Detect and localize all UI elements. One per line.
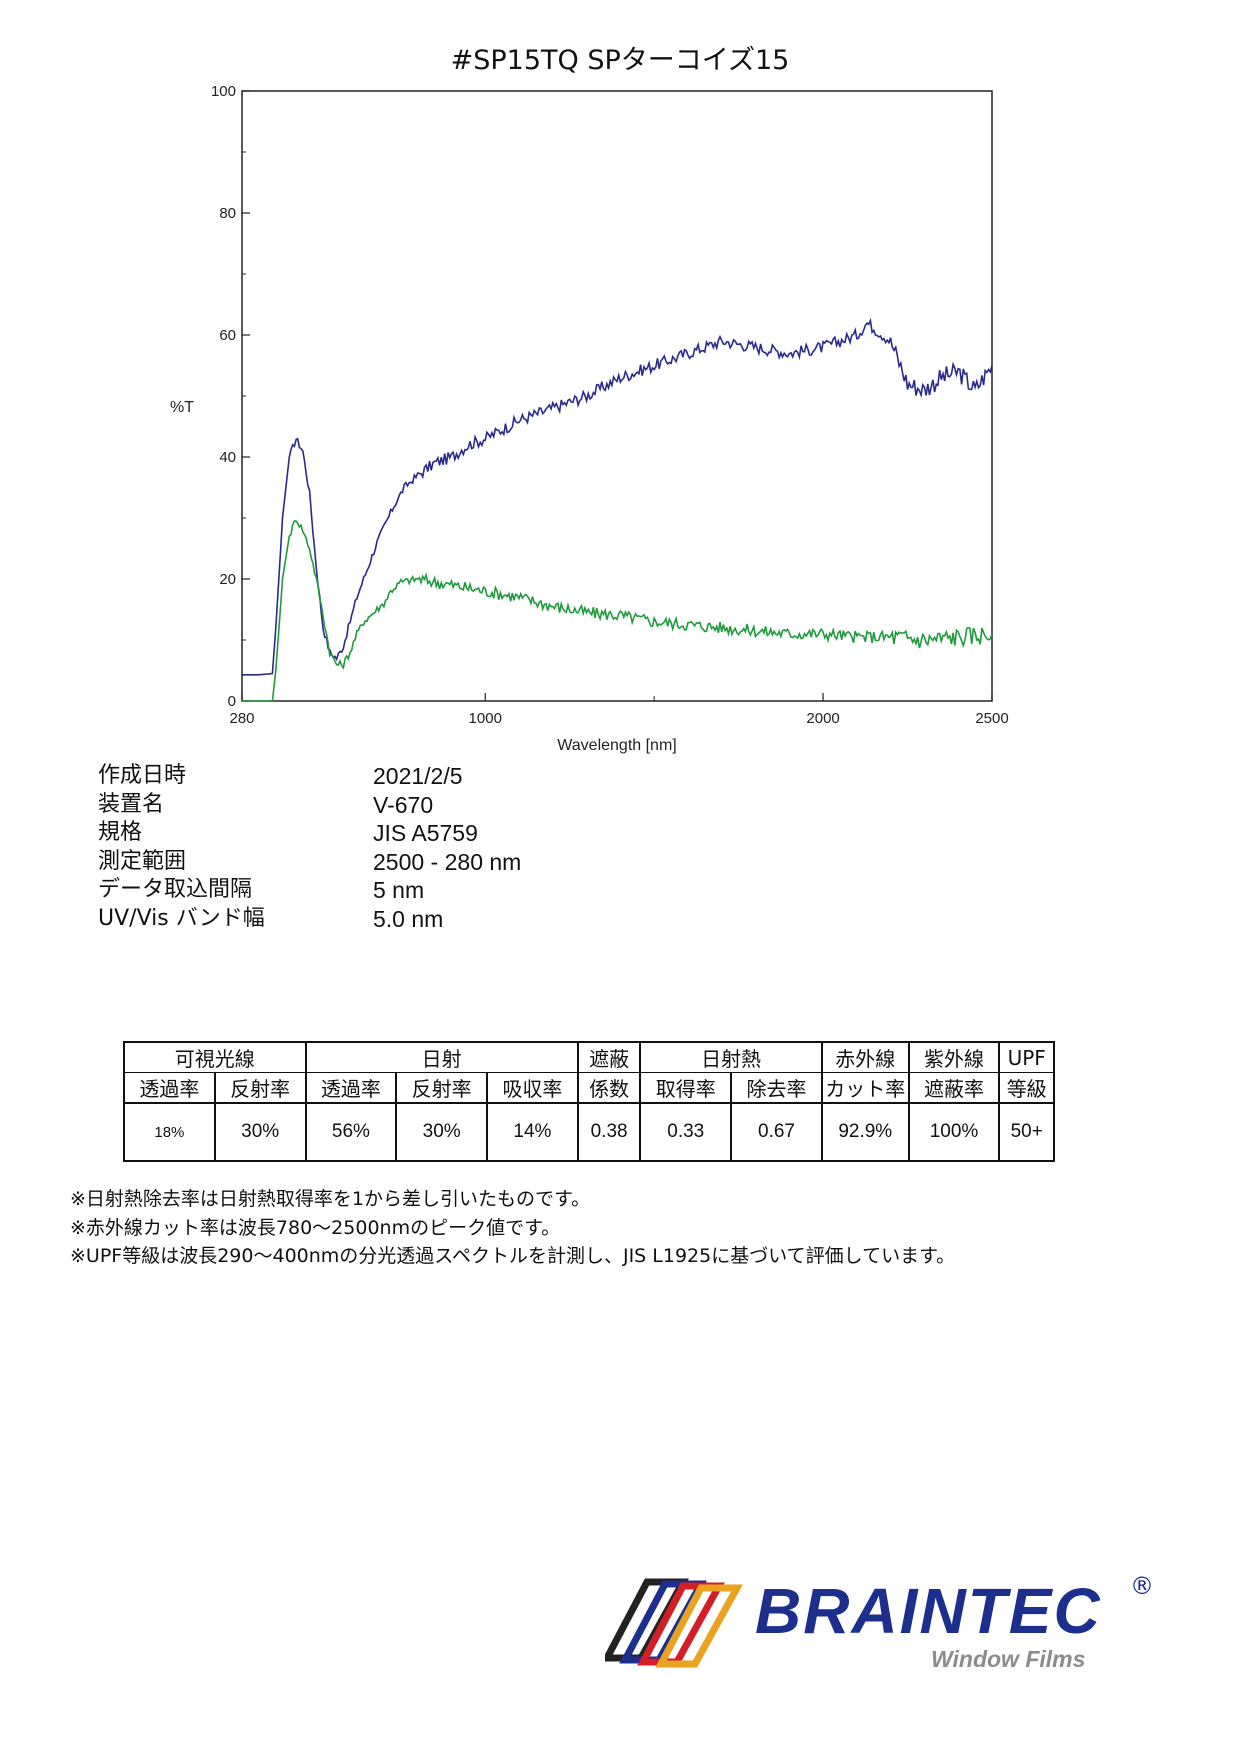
braintec-logo: BRAINTEC ® Window Films [605, 1572, 1165, 1682]
footnotes: ※日射熱除去率は日射熱取得率を1から差し引いたものです。 ※赤外線カット率は波長… [70, 1185, 955, 1271]
y-tick-label: 20 [219, 571, 236, 588]
x-tick-label: 2500 [975, 710, 1008, 727]
series-line-green [242, 520, 993, 702]
sub-header: 吸収率 [486, 1072, 579, 1104]
group-solar: 日射 [304, 1041, 579, 1073]
value-cell: 30% [395, 1102, 489, 1162]
x-axis: 280 1000 2000 2500 [229, 693, 1009, 727]
logo-stripe [655, 1584, 743, 1668]
logo-brand: BRAINTEC [755, 1575, 1102, 1647]
sub-header: 除去率 [730, 1072, 823, 1104]
x-tick-label: 2000 [806, 710, 839, 727]
performance-table: 可視光線 日射 遮蔽 日射熱 赤外線 紫外線 UPF 透過率 反射率 透過率 反… [123, 1041, 1055, 1162]
plot-frame [241, 90, 993, 702]
value-cell: 0.33 [639, 1102, 733, 1162]
y-axis: 0 20 40 60 80 100 [211, 83, 250, 710]
value-cell: 50+ [998, 1102, 1055, 1162]
sub-header: 等級 [998, 1072, 1055, 1104]
info-value: 2021/2/5 [373, 763, 463, 789]
group-ultraviolet: 紫外線 [907, 1041, 1001, 1073]
info-key: 測定範囲 [98, 848, 187, 874]
series-group [242, 317, 993, 702]
registered-mark: ® [1130, 1572, 1154, 1600]
y-tick-label: 60 [219, 327, 236, 344]
info-value: V-670 [373, 791, 434, 818]
logo-tagline: Window Films [931, 1646, 1086, 1672]
sub-header: 係数 [576, 1072, 642, 1104]
x-tick-label: 1000 [469, 710, 502, 727]
sub-header: 透過率 [304, 1072, 398, 1104]
table-sub-row: 透過率 反射率 透過率 反射率 吸収率 係数 取得率 除去率 カット率 遮蔽率 … [123, 1072, 1055, 1104]
info-value: 2500 - 280 nm [373, 848, 522, 875]
logo-emblem-icon [605, 1578, 743, 1668]
group-shading: 遮蔽 [576, 1041, 642, 1073]
info-key: UV/Vis バンド幅 [98, 905, 265, 931]
chart-title: #SP15TQ SPターコイズ15 [450, 45, 790, 76]
info-value: JIS A5759 [373, 820, 478, 846]
info-key: 規格 [98, 820, 143, 845]
info-value: 5 nm [373, 877, 425, 903]
y-axis-label: %T [170, 399, 194, 416]
y-tick-label: 80 [219, 205, 236, 222]
value-cell: 56% [304, 1102, 398, 1162]
sub-header: 遮蔽率 [907, 1072, 1001, 1104]
sub-header: 反射率 [213, 1072, 307, 1104]
group-visible-light: 可視光線 [123, 1041, 307, 1073]
footnote: ※UPF等級は波長290～400nmの分光透過スペクトルを計測し、JIS L19… [70, 1245, 956, 1267]
info-key: 作成日時 [98, 763, 187, 788]
series-line-blue [242, 317, 993, 676]
value-cell: 30% [213, 1102, 307, 1162]
group-infrared: 赤外線 [820, 1041, 910, 1073]
x-axis-label: Wavelength [nm] [557, 737, 676, 754]
footnote: ※日射熱除去率は日射熱取得率を1から差し引いたものです。 [70, 1188, 591, 1210]
y-tick-label: 40 [219, 449, 236, 466]
info-key: 装置名 [98, 791, 165, 817]
spectrum-chart: 0 20 40 60 80 100 280 1000 2000 2500 %T Waveleng… [170, 83, 1009, 754]
group-upf: UPF [998, 1041, 1055, 1073]
value-cell: 0.38 [576, 1102, 642, 1162]
value-cell: 14% [486, 1102, 579, 1162]
footnote: ※赤外線カット率は波長780～2500nmのピーク値です。 [70, 1216, 561, 1239]
group-solar-heat: 日射熱 [639, 1041, 823, 1073]
table-group-row: 可視光線 日射 遮蔽 日射熱 赤外線 紫外線 UPF [123, 1041, 1055, 1073]
info-key: データ取込間隔 [98, 877, 253, 902]
value-cell: 18% [123, 1102, 216, 1162]
y-tick-label: 0 [228, 693, 236, 710]
sub-header: カット率 [820, 1072, 910, 1104]
sub-header: 反射率 [395, 1072, 489, 1104]
info-value: 5.0 nm [373, 905, 444, 932]
table-value-row: 18% 30% 56% 30% 14% 0.38 0.33 0.67 92.9%… [123, 1102, 1055, 1162]
sub-header: 取得率 [639, 1072, 733, 1104]
value-cell: 100% [907, 1102, 1001, 1162]
x-tick-label: 280 [229, 710, 254, 727]
y-tick-label: 100 [211, 83, 236, 100]
value-cell: 92.9% [820, 1102, 910, 1162]
value-cell: 0.67 [730, 1102, 823, 1162]
sub-header: 透過率 [123, 1072, 216, 1104]
